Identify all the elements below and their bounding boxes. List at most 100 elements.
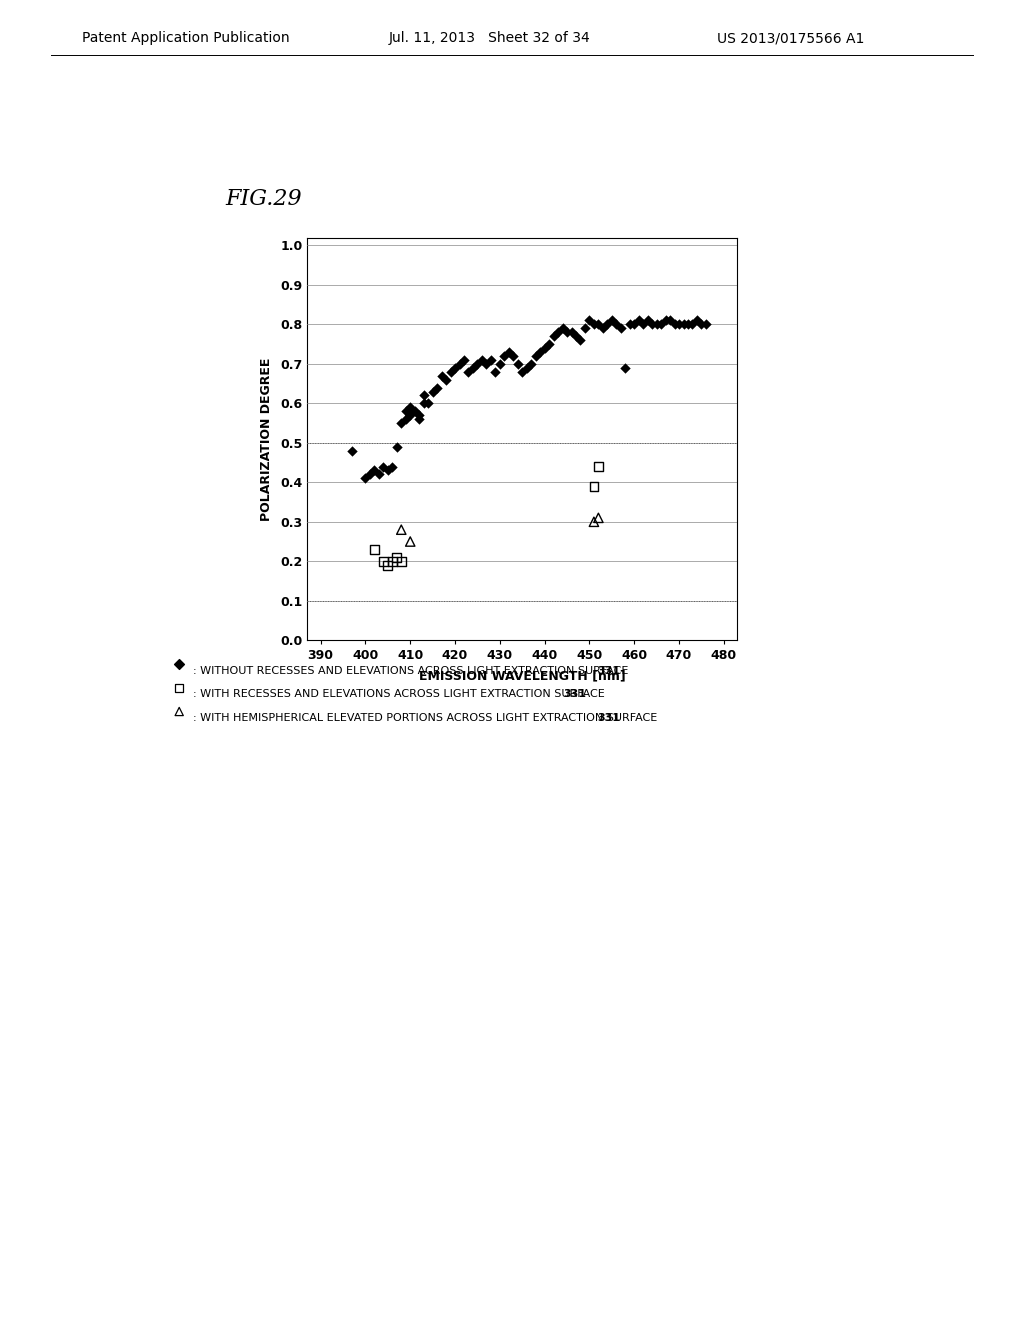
Point bbox=[393, 519, 410, 540]
Point bbox=[541, 334, 557, 355]
Point bbox=[424, 381, 440, 403]
Point bbox=[510, 354, 526, 375]
Text: US 2013/0175566 A1: US 2013/0175566 A1 bbox=[717, 32, 864, 45]
Point bbox=[375, 455, 391, 477]
Point bbox=[586, 511, 602, 532]
Text: : WITH HEMISPHERICAL ELEVATED PORTIONS ACROSS LIGHT EXTRACTION SURFACE: : WITH HEMISPHERICAL ELEVATED PORTIONS A… bbox=[193, 713, 660, 723]
Point bbox=[367, 539, 383, 560]
Point bbox=[577, 318, 593, 339]
Point bbox=[397, 401, 414, 422]
Text: 331: 331 bbox=[563, 689, 586, 700]
Point bbox=[608, 314, 625, 335]
Point bbox=[496, 346, 512, 367]
Point bbox=[474, 350, 490, 371]
Point bbox=[438, 370, 455, 391]
Point bbox=[397, 409, 414, 430]
Point bbox=[171, 701, 187, 722]
Point bbox=[402, 531, 419, 552]
Point bbox=[582, 310, 598, 331]
Point bbox=[388, 546, 404, 568]
Point bbox=[644, 314, 660, 335]
Text: Patent Application Publication: Patent Application Publication bbox=[82, 32, 290, 45]
Point bbox=[456, 350, 472, 371]
Point bbox=[371, 463, 387, 484]
Point bbox=[393, 550, 410, 572]
Point bbox=[523, 354, 540, 375]
Point bbox=[550, 322, 566, 343]
Text: Jul. 11, 2013   Sheet 32 of 34: Jul. 11, 2013 Sheet 32 of 34 bbox=[389, 32, 591, 45]
Point bbox=[514, 362, 530, 383]
Point bbox=[429, 378, 445, 399]
Point bbox=[505, 346, 521, 367]
Point bbox=[384, 455, 400, 477]
Point bbox=[388, 436, 404, 457]
Point bbox=[667, 314, 683, 335]
Point bbox=[684, 314, 700, 335]
Point bbox=[384, 550, 400, 572]
Point bbox=[657, 310, 674, 331]
Point bbox=[559, 322, 575, 343]
Point bbox=[171, 653, 187, 675]
Point bbox=[420, 393, 436, 414]
Point bbox=[662, 310, 678, 331]
Point bbox=[622, 314, 638, 335]
Point bbox=[380, 554, 396, 576]
Y-axis label: POLARIZATION DEGREE: POLARIZATION DEGREE bbox=[260, 358, 273, 520]
Point bbox=[626, 314, 642, 335]
Point bbox=[411, 409, 427, 430]
Point bbox=[680, 314, 696, 335]
Point bbox=[693, 314, 710, 335]
Point bbox=[572, 330, 589, 351]
Text: FIG.29: FIG.29 bbox=[225, 187, 302, 210]
Point bbox=[344, 440, 360, 461]
X-axis label: EMISSION WAVELENGTH [nm]: EMISSION WAVELENGTH [nm] bbox=[419, 669, 626, 682]
Point bbox=[603, 310, 620, 331]
Point bbox=[482, 350, 499, 371]
Text: 331: 331 bbox=[597, 665, 620, 676]
Point bbox=[501, 342, 517, 363]
Point bbox=[416, 385, 432, 407]
Point bbox=[460, 362, 476, 383]
Point bbox=[689, 310, 706, 331]
Point bbox=[402, 405, 419, 426]
Point bbox=[612, 318, 629, 339]
Point bbox=[487, 362, 504, 383]
Text: 331: 331 bbox=[597, 713, 620, 723]
Point bbox=[531, 342, 548, 363]
Point bbox=[416, 393, 432, 414]
Point bbox=[648, 314, 665, 335]
Point bbox=[554, 318, 570, 339]
Point bbox=[537, 338, 553, 359]
Point bbox=[433, 366, 450, 387]
Point bbox=[586, 314, 602, 335]
Point bbox=[653, 314, 670, 335]
Point bbox=[492, 354, 508, 375]
Point bbox=[452, 354, 468, 375]
Point bbox=[380, 459, 396, 480]
Point bbox=[631, 310, 647, 331]
Point bbox=[357, 467, 374, 488]
Point bbox=[563, 322, 580, 343]
Point bbox=[697, 314, 714, 335]
Point bbox=[546, 326, 562, 347]
Point bbox=[442, 362, 459, 383]
Point bbox=[676, 314, 692, 335]
Point bbox=[446, 358, 463, 379]
Point bbox=[411, 405, 427, 426]
Point bbox=[590, 314, 606, 335]
Point bbox=[361, 463, 378, 484]
Point bbox=[469, 354, 485, 375]
Point bbox=[639, 310, 655, 331]
Point bbox=[375, 550, 391, 572]
Point bbox=[635, 314, 651, 335]
Text: : WITHOUT RECESSES AND ELEVATIONS ACROSS LIGHT EXTRACTION SURFACE: : WITHOUT RECESSES AND ELEVATIONS ACROSS… bbox=[193, 665, 632, 676]
Point bbox=[527, 346, 544, 367]
Point bbox=[171, 677, 187, 698]
Point bbox=[599, 314, 615, 335]
Point bbox=[617, 358, 634, 379]
Point bbox=[465, 358, 481, 379]
Point bbox=[671, 314, 687, 335]
Point bbox=[407, 401, 423, 422]
Point bbox=[402, 397, 419, 418]
Point bbox=[586, 475, 602, 496]
